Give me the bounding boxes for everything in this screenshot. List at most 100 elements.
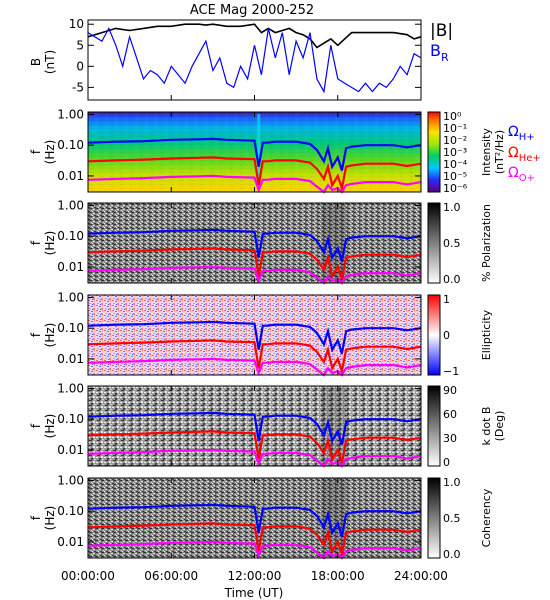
coherency-ytick-label: 0.01 [57, 535, 84, 549]
panel-intensity: 1.00 0.10 0.01 f (Hz) 10⁰10⁻¹10⁻²10⁻³10⁻⁴10⁻⁵… [29, 107, 506, 195]
ellipticity-axis-label: f [29, 332, 43, 337]
coherency-heplus-line [87, 522, 422, 559]
b-ytick-label: 10 [69, 17, 84, 31]
ellipticity-oplus-line [87, 357, 422, 377]
intensity-ytick-label: 0.01 [57, 169, 84, 183]
intensity-colorbar-tick-label: 10⁻⁶ [443, 182, 468, 195]
kdotb-colorbar-tick-label: 60 [443, 408, 457, 421]
intensity-oplus-line [87, 174, 422, 194]
intensity-ytick-label: 0.10 [57, 138, 84, 152]
kdotb-ytick-label: 0.01 [57, 443, 84, 457]
coherency-colorbar [427, 477, 441, 559]
intensity-ytick-label: 1.00 [57, 107, 84, 121]
ellipticity-colorbar [427, 294, 441, 376]
intensity-colorbar-tick-label: 10⁰ [443, 110, 462, 123]
b-ytick-label: -5 [72, 80, 84, 94]
polarization-colorbar [427, 202, 441, 284]
br-series-line [87, 27, 422, 94]
polarization-colorbar-tick-label: 0.5 [443, 237, 461, 250]
polarization-colorbar-tick-label: 0.0 [443, 273, 461, 286]
polarization-colorbar-tick-label: 1.0 [443, 201, 461, 214]
polarization-event-shade [321, 203, 347, 283]
coherency-ytick-label: 0.10 [57, 504, 84, 518]
ellipticity-ytick-label: 0.10 [57, 321, 84, 335]
coherency-event-shade [321, 478, 347, 558]
intensity-colorbar-tick-label: 10⁻⁵ [443, 170, 467, 183]
intensity-colorbar-unit: (nT²/Hz) [493, 130, 506, 174]
b-axis-label: B [29, 58, 43, 66]
coherency-colorbar-tick-label: 0.0 [443, 548, 461, 561]
intensity-axis-label: f [29, 149, 43, 154]
ellipticity-colorbar-tick-label: −1 [443, 365, 459, 378]
kdotb-axis-label: f [29, 423, 43, 428]
polarization-ytick-label: 0.10 [57, 229, 84, 243]
time-axis: 00:00:00 06:00:00 12:00:00 18:00:00 24:00:00 [61, 569, 448, 583]
intensity-colorbar-tick-label: 10⁻¹ [443, 122, 467, 135]
coherency-oplus-line [87, 540, 422, 560]
kdotb-colorbar-tick-label: 90 [443, 384, 457, 397]
polarization-axis-label: f [29, 240, 43, 245]
bmag-series-line [87, 23, 422, 49]
kdotb-ytick-label: 1.00 [57, 381, 84, 395]
x-tick-label: 12:00:00 [228, 569, 282, 583]
polarization-oplus-line [87, 265, 422, 285]
legend-oplus: ΩO+ [508, 165, 535, 184]
panel-coherency: 1.00 0.10 0.01 f (Hz) 1.0 0.5 0.0 Coherency [29, 473, 493, 561]
kdotb-axis-unit: (Hz) [43, 414, 57, 439]
ellipticity-axis-unit: (Hz) [43, 323, 57, 348]
intensity-heplus-line [87, 156, 422, 193]
legend-bmag: |B| [430, 21, 453, 41]
x-tick-label: 00:00:00 [61, 569, 115, 583]
ellipticity-hplus-line [87, 320, 422, 354]
x-tick-label: 24:00:00 [394, 569, 448, 583]
ellipticity-colorbar-tick-label: 0 [443, 329, 450, 342]
coherency-colorbar-label: Coherency [480, 488, 493, 547]
species-legend: ΩH+ ΩHe+ ΩO+ [508, 124, 541, 184]
intensity-colorbar-label: Intensity [480, 128, 493, 176]
kdotb-colorbar-tick-label: 0 [443, 456, 450, 469]
ellipticity-colorbar-tick-label: 1 [443, 293, 450, 306]
ellipticity-ytick-label: 0.01 [57, 352, 84, 366]
b-ytick-label: 0 [76, 59, 84, 73]
kdotb-event-shade [321, 386, 347, 466]
b-axis-unit: (nT) [43, 50, 57, 74]
coherency-ytick-label: 1.00 [57, 473, 84, 487]
intensity-hplus-line [87, 137, 422, 171]
b-ytick-label: 5 [76, 38, 84, 52]
intensity-colorbar-tick-label: 10⁻⁴ [443, 158, 468, 171]
coherency-axis-unit: (Hz) [43, 506, 57, 531]
kdotb-hplus-line [87, 411, 422, 445]
kdotb-heplus-line [87, 430, 422, 467]
coherency-axis-label: f [29, 515, 43, 520]
polarization-ytick-label: 1.00 [57, 198, 84, 212]
ellipticity-ytick-label: 1.00 [57, 290, 84, 304]
x-tick-label: 18:00:00 [311, 569, 365, 583]
panel-ellipticity: 1.00 0.10 0.01 f (Hz) 1 0 −1 Ellipticity [29, 290, 493, 378]
kdotb-ytick-label: 0.10 [57, 412, 84, 426]
chart-title: ACE Mag 2000-252 [190, 3, 314, 18]
intensity-event-streak [257, 114, 261, 190]
polarization-hplus-line [87, 228, 422, 262]
legend-br: BR [430, 41, 449, 64]
kdotb-colorbar-tick-label: 30 [443, 432, 457, 445]
kdotb-colorbar [427, 385, 441, 467]
kdotb-oplus-line [87, 448, 422, 468]
coherency-colorbar-tick-label: 0.5 [443, 512, 461, 525]
kdotb-colorbar-unit: (Deg) [493, 411, 506, 442]
intensity-colorbar-tick-label: 10⁻³ [443, 146, 467, 159]
legend-heplus: ΩHe+ [508, 145, 541, 164]
ellipticity-colorbar-label: Ellipticity [480, 309, 493, 360]
polarization-axis-unit: (Hz) [43, 231, 57, 256]
panel-polarization: 1.00 0.10 0.01 f (Hz) 1.0 0.5 0.0 % Polarization [29, 198, 493, 286]
intensity-colorbar [427, 111, 441, 193]
x-tick-label: 06:00:00 [144, 569, 198, 583]
ellipticity-heplus-line [87, 339, 422, 376]
panel-b-field: 10 5 0 -5 B (nT) |B| BR [29, 17, 453, 101]
polarization-ytick-label: 0.01 [57, 260, 84, 274]
intensity-axis-unit: (Hz) [43, 140, 57, 165]
x-axis-label: Time (UT) [224, 586, 284, 600]
kdotb-colorbar-label: k dot B [480, 407, 493, 446]
polarization-colorbar-label: % Polarization [480, 204, 493, 282]
coherency-colorbar-tick-label: 1.0 [443, 476, 461, 489]
